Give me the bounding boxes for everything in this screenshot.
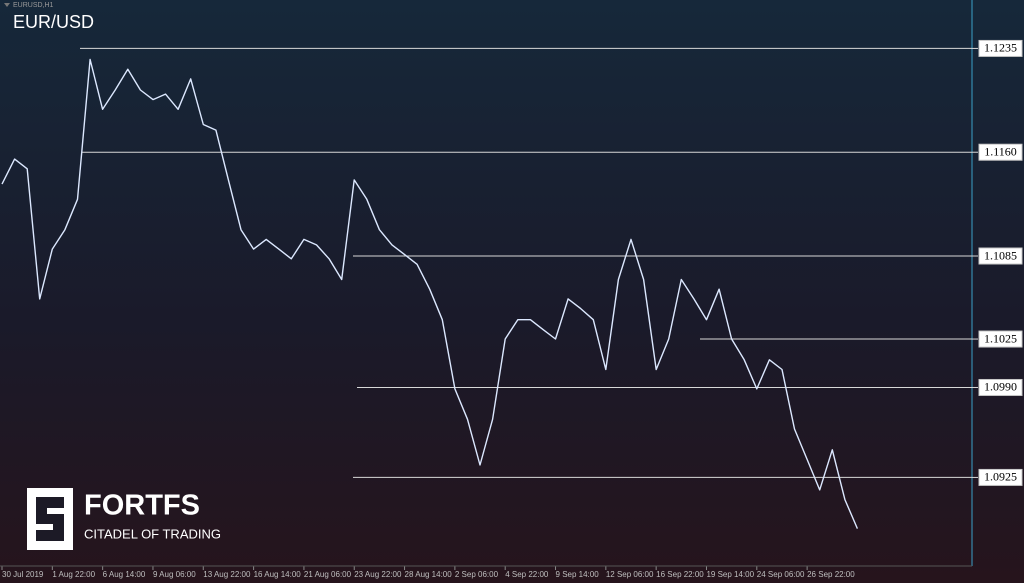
x-tick-label: 2 Sep 06:00	[455, 570, 499, 579]
x-tick-label: 16 Sep 22:00	[656, 570, 704, 579]
y-tick-label: 1.1160	[984, 144, 1017, 158]
y-tick-label: 1.1085	[984, 248, 1017, 262]
logo	[27, 488, 73, 550]
x-tick-label: 24 Sep 06:00	[757, 570, 805, 579]
tick-box	[978, 247, 1023, 265]
y-tick-label: 1.1025	[984, 331, 1017, 345]
x-tick-label: 6 Aug 14:00	[103, 570, 146, 579]
x-tick-label: 9 Sep 14:00	[556, 570, 600, 579]
x-tick-label: 30 Jul 2019	[2, 570, 44, 579]
x-tick-label: 4 Sep 22:00	[505, 570, 549, 579]
y-tick-label: 1.1235	[984, 41, 1017, 55]
tick-box	[978, 468, 1023, 486]
price-line	[1, 58, 859, 529]
x-tick-label: 21 Aug 06:00	[304, 570, 352, 579]
x-tick-label: 9 Aug 06:00	[153, 570, 196, 579]
x-tick-label: 13 Aug 22:00	[203, 570, 251, 579]
tick-box	[978, 378, 1023, 396]
window-arrow	[4, 3, 10, 7]
x-tick-label: 1 Aug 22:00	[52, 570, 95, 579]
x-tick-label: 19 Sep 14:00	[706, 570, 754, 579]
window-title: EURUSD,H1	[13, 2, 54, 9]
tagline: CITADEL OF TRADING	[84, 526, 221, 541]
x-tick-label: 23 Aug 22:00	[354, 570, 402, 579]
brand: FORTFS	[84, 490, 200, 522]
x-tick-label: 16 Aug 14:00	[254, 570, 302, 579]
y-tick-label: 1.0990	[984, 380, 1017, 394]
tick-box	[978, 143, 1023, 161]
y-tick-label: 1.0925	[984, 470, 1017, 484]
chart-title: EUR/USD	[13, 12, 94, 32]
x-tick-label: 12 Sep 06:00	[606, 570, 654, 579]
x-tick-label: 28 Aug 14:00	[405, 570, 453, 579]
tick-box	[978, 330, 1023, 348]
x-tick-label: 26 Sep 22:00	[807, 570, 855, 579]
tick-box	[978, 39, 1023, 57]
